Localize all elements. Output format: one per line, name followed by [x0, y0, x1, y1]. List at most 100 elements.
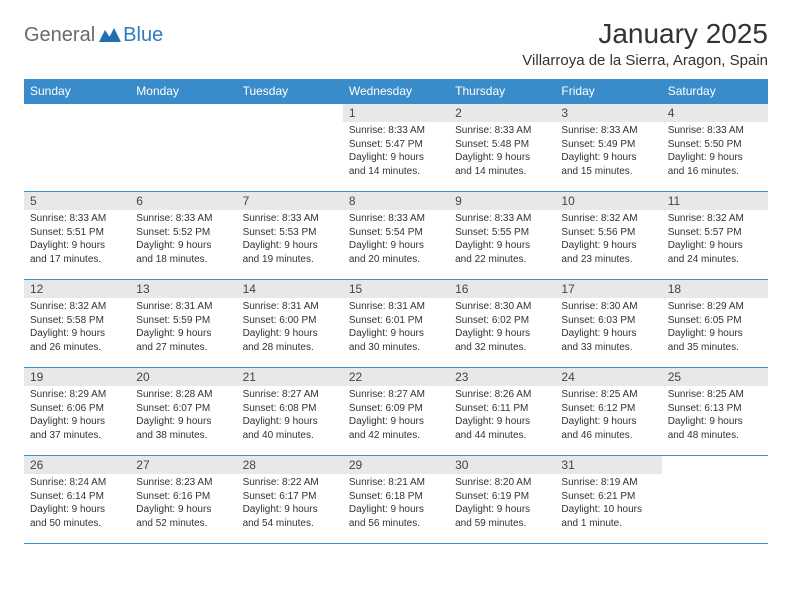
day-details: Sunrise: 8:32 AMSunset: 5:57 PMDaylight:…: [662, 210, 768, 270]
calendar-day-cell: 27Sunrise: 8:23 AMSunset: 6:16 PMDayligh…: [130, 456, 236, 544]
day-details: Sunrise: 8:33 AMSunset: 5:48 PMDaylight:…: [449, 122, 555, 182]
calendar-day-cell: 4Sunrise: 8:33 AMSunset: 5:50 PMDaylight…: [662, 104, 768, 192]
calendar-week-row: 5Sunrise: 8:33 AMSunset: 5:51 PMDaylight…: [24, 192, 768, 280]
day-number: 10: [555, 192, 661, 210]
day-number: 24: [555, 368, 661, 386]
day-number: 1: [343, 104, 449, 122]
calendar-day-cell: 12Sunrise: 8:32 AMSunset: 5:58 PMDayligh…: [24, 280, 130, 368]
calendar-day-cell: 8Sunrise: 8:33 AMSunset: 5:54 PMDaylight…: [343, 192, 449, 280]
day-number: 2: [449, 104, 555, 122]
day-number: 12: [24, 280, 130, 298]
day-details: Sunrise: 8:33 AMSunset: 5:51 PMDaylight:…: [24, 210, 130, 270]
day-number: 20: [130, 368, 236, 386]
header: General Blue January 2025 Villarroya de …: [24, 18, 768, 69]
calendar-day-cell: 16Sunrise: 8:30 AMSunset: 6:02 PMDayligh…: [449, 280, 555, 368]
day-number: 19: [24, 368, 130, 386]
calendar-day-cell: 7Sunrise: 8:33 AMSunset: 5:53 PMDaylight…: [237, 192, 343, 280]
day-details: Sunrise: 8:27 AMSunset: 6:09 PMDaylight:…: [343, 386, 449, 446]
calendar-day-cell: 21Sunrise: 8:27 AMSunset: 6:08 PMDayligh…: [237, 368, 343, 456]
title-block: January 2025 Villarroya de la Sierra, Ar…: [522, 18, 768, 69]
calendar-day-cell: 26Sunrise: 8:24 AMSunset: 6:14 PMDayligh…: [24, 456, 130, 544]
weekday-header: Sunday: [24, 79, 130, 104]
day-details: Sunrise: 8:31 AMSunset: 6:01 PMDaylight:…: [343, 298, 449, 358]
calendar-day-cell: 13Sunrise: 8:31 AMSunset: 5:59 PMDayligh…: [130, 280, 236, 368]
logo: General Blue: [24, 18, 163, 47]
calendar-day-cell: 25Sunrise: 8:25 AMSunset: 6:13 PMDayligh…: [662, 368, 768, 456]
day-number: 9: [449, 192, 555, 210]
calendar-table: Sunday Monday Tuesday Wednesday Thursday…: [24, 79, 768, 544]
calendar-day-cell: [662, 456, 768, 544]
day-details: Sunrise: 8:29 AMSunset: 6:06 PMDaylight:…: [24, 386, 130, 446]
day-details: Sunrise: 8:31 AMSunset: 5:59 PMDaylight:…: [130, 298, 236, 358]
day-details: Sunrise: 8:28 AMSunset: 6:07 PMDaylight:…: [130, 386, 236, 446]
calendar-day-cell: 22Sunrise: 8:27 AMSunset: 6:09 PMDayligh…: [343, 368, 449, 456]
calendar-day-cell: 14Sunrise: 8:31 AMSunset: 6:00 PMDayligh…: [237, 280, 343, 368]
day-details: Sunrise: 8:33 AMSunset: 5:55 PMDaylight:…: [449, 210, 555, 270]
weekday-header: Wednesday: [343, 79, 449, 104]
calendar-day-cell: 5Sunrise: 8:33 AMSunset: 5:51 PMDaylight…: [24, 192, 130, 280]
day-number: 18: [662, 280, 768, 298]
day-details: Sunrise: 8:33 AMSunset: 5:52 PMDaylight:…: [130, 210, 236, 270]
calendar-day-cell: 3Sunrise: 8:33 AMSunset: 5:49 PMDaylight…: [555, 104, 661, 192]
day-number: 15: [343, 280, 449, 298]
calendar-day-cell: [237, 104, 343, 192]
day-details: Sunrise: 8:25 AMSunset: 6:12 PMDaylight:…: [555, 386, 661, 446]
weekday-header: Tuesday: [237, 79, 343, 104]
day-number: 28: [237, 456, 343, 474]
day-details: Sunrise: 8:21 AMSunset: 6:18 PMDaylight:…: [343, 474, 449, 534]
weekday-header: Thursday: [449, 79, 555, 104]
day-number: 7: [237, 192, 343, 210]
month-title: January 2025: [522, 18, 768, 50]
calendar-day-cell: 23Sunrise: 8:26 AMSunset: 6:11 PMDayligh…: [449, 368, 555, 456]
day-details: Sunrise: 8:33 AMSunset: 5:47 PMDaylight:…: [343, 122, 449, 182]
calendar-day-cell: [130, 104, 236, 192]
day-details: Sunrise: 8:33 AMSunset: 5:54 PMDaylight:…: [343, 210, 449, 270]
day-number: 31: [555, 456, 661, 474]
weekday-header: Saturday: [662, 79, 768, 104]
calendar-day-cell: 28Sunrise: 8:22 AMSunset: 6:17 PMDayligh…: [237, 456, 343, 544]
day-details: Sunrise: 8:22 AMSunset: 6:17 PMDaylight:…: [237, 474, 343, 534]
day-number: 21: [237, 368, 343, 386]
calendar-week-row: 19Sunrise: 8:29 AMSunset: 6:06 PMDayligh…: [24, 368, 768, 456]
day-number: 23: [449, 368, 555, 386]
day-details: Sunrise: 8:30 AMSunset: 6:03 PMDaylight:…: [555, 298, 661, 358]
calendar-day-cell: 11Sunrise: 8:32 AMSunset: 5:57 PMDayligh…: [662, 192, 768, 280]
day-details: Sunrise: 8:32 AMSunset: 5:56 PMDaylight:…: [555, 210, 661, 270]
calendar-day-cell: 1Sunrise: 8:33 AMSunset: 5:47 PMDaylight…: [343, 104, 449, 192]
calendar-day-cell: 31Sunrise: 8:19 AMSunset: 6:21 PMDayligh…: [555, 456, 661, 544]
day-details: Sunrise: 8:30 AMSunset: 6:02 PMDaylight:…: [449, 298, 555, 358]
day-number: 25: [662, 368, 768, 386]
calendar-day-cell: 17Sunrise: 8:30 AMSunset: 6:03 PMDayligh…: [555, 280, 661, 368]
day-details: Sunrise: 8:29 AMSunset: 6:05 PMDaylight:…: [662, 298, 768, 358]
weekday-header: Friday: [555, 79, 661, 104]
day-number: 4: [662, 104, 768, 122]
weekday-header-row: Sunday Monday Tuesday Wednesday Thursday…: [24, 79, 768, 104]
calendar-day-cell: 30Sunrise: 8:20 AMSunset: 6:19 PMDayligh…: [449, 456, 555, 544]
day-details: Sunrise: 8:27 AMSunset: 6:08 PMDaylight:…: [237, 386, 343, 446]
day-details: Sunrise: 8:20 AMSunset: 6:19 PMDaylight:…: [449, 474, 555, 534]
calendar-week-row: 1Sunrise: 8:33 AMSunset: 5:47 PMDaylight…: [24, 104, 768, 192]
day-details: Sunrise: 8:26 AMSunset: 6:11 PMDaylight:…: [449, 386, 555, 446]
day-number: 27: [130, 456, 236, 474]
day-number: 11: [662, 192, 768, 210]
day-number: 3: [555, 104, 661, 122]
calendar-day-cell: 20Sunrise: 8:28 AMSunset: 6:07 PMDayligh…: [130, 368, 236, 456]
calendar-day-cell: 9Sunrise: 8:33 AMSunset: 5:55 PMDaylight…: [449, 192, 555, 280]
logo-text-blue: Blue: [123, 24, 163, 47]
day-number: 14: [237, 280, 343, 298]
day-number: 8: [343, 192, 449, 210]
day-details: Sunrise: 8:19 AMSunset: 6:21 PMDaylight:…: [555, 474, 661, 534]
day-number: 16: [449, 280, 555, 298]
calendar-day-cell: 18Sunrise: 8:29 AMSunset: 6:05 PMDayligh…: [662, 280, 768, 368]
day-details: Sunrise: 8:31 AMSunset: 6:00 PMDaylight:…: [237, 298, 343, 358]
calendar-day-cell: 15Sunrise: 8:31 AMSunset: 6:01 PMDayligh…: [343, 280, 449, 368]
day-details: Sunrise: 8:32 AMSunset: 5:58 PMDaylight:…: [24, 298, 130, 358]
calendar-week-row: 26Sunrise: 8:24 AMSunset: 6:14 PMDayligh…: [24, 456, 768, 544]
calendar-day-cell: 29Sunrise: 8:21 AMSunset: 6:18 PMDayligh…: [343, 456, 449, 544]
day-number: 30: [449, 456, 555, 474]
logo-mark-icon: [99, 24, 121, 47]
day-details: Sunrise: 8:33 AMSunset: 5:53 PMDaylight:…: [237, 210, 343, 270]
location: Villarroya de la Sierra, Aragon, Spain: [522, 52, 768, 69]
day-number: 17: [555, 280, 661, 298]
day-number: 26: [24, 456, 130, 474]
